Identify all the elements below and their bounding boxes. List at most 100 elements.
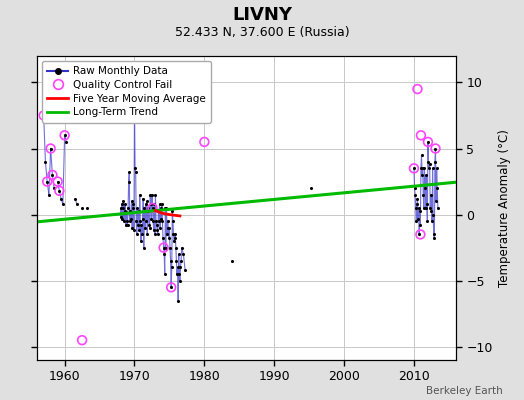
Point	[127, 198, 136, 204]
Point	[143, 198, 151, 204]
Point	[139, 196, 147, 202]
Point	[200, 139, 209, 145]
Point	[421, 205, 430, 211]
Point	[432, 165, 441, 172]
Point	[142, 218, 150, 224]
Point	[155, 218, 163, 224]
Point	[416, 222, 424, 228]
Point	[132, 169, 140, 176]
Point	[118, 215, 126, 222]
Point	[176, 264, 184, 271]
Point	[431, 145, 440, 152]
Point	[163, 218, 172, 224]
Point	[141, 225, 149, 231]
Point	[130, 99, 139, 106]
Point	[78, 205, 86, 211]
Point	[156, 225, 165, 231]
Point	[147, 201, 155, 207]
Point	[137, 238, 145, 244]
Point	[425, 161, 434, 168]
Point	[146, 225, 154, 231]
Point	[416, 231, 424, 238]
Point	[162, 244, 170, 251]
Point	[423, 218, 432, 224]
Point	[126, 208, 135, 214]
Point	[135, 227, 144, 234]
Point	[138, 231, 146, 238]
Point	[162, 205, 171, 211]
Point	[151, 231, 159, 238]
Point	[121, 201, 129, 207]
Point	[83, 205, 91, 211]
Point	[41, 158, 50, 165]
Point	[172, 244, 180, 251]
Point	[122, 222, 130, 228]
Point	[143, 231, 151, 238]
Point	[410, 165, 418, 172]
Point	[424, 158, 433, 165]
Point	[431, 145, 440, 152]
Point	[120, 218, 128, 224]
Point	[133, 205, 141, 211]
Point	[157, 215, 166, 222]
Point	[427, 192, 435, 198]
Text: Berkeley Earth: Berkeley Earth	[427, 386, 503, 396]
Point	[170, 235, 179, 242]
Point	[130, 227, 138, 234]
Point	[431, 158, 439, 165]
Point	[421, 185, 429, 191]
Point	[170, 238, 178, 244]
Point	[181, 267, 189, 273]
Point	[173, 264, 182, 271]
Point	[420, 165, 429, 172]
Point	[419, 192, 428, 198]
Point	[117, 201, 126, 207]
Point	[132, 218, 140, 224]
Point	[55, 188, 63, 194]
Point	[39, 112, 48, 119]
Point	[53, 178, 62, 185]
Point	[420, 205, 428, 211]
Point	[144, 205, 152, 211]
Point	[169, 231, 178, 238]
Point	[151, 192, 160, 198]
Point	[167, 258, 175, 264]
Point	[141, 201, 150, 207]
Point	[169, 218, 177, 224]
Point	[412, 218, 420, 224]
Point	[118, 205, 127, 211]
Point	[155, 201, 163, 207]
Point	[418, 172, 427, 178]
Point	[57, 196, 66, 202]
Point	[53, 178, 62, 185]
Point	[134, 208, 143, 214]
Point	[60, 132, 69, 138]
Point	[424, 139, 432, 145]
Text: LIVNY: LIVNY	[232, 6, 292, 24]
Point	[43, 178, 51, 185]
Point	[168, 208, 177, 214]
Point	[228, 258, 236, 264]
Point	[429, 165, 437, 172]
Point	[136, 192, 144, 198]
Point	[126, 218, 134, 224]
Point	[419, 165, 427, 172]
Point	[123, 218, 131, 224]
Legend: Raw Monthly Data, Quality Control Fail, Five Year Moving Average, Long-Term Tren: Raw Monthly Data, Quality Control Fail, …	[42, 61, 211, 122]
Point	[45, 192, 53, 198]
Point	[48, 172, 57, 178]
Point	[134, 222, 142, 228]
Point	[139, 244, 148, 251]
Point	[160, 251, 168, 258]
Point	[116, 205, 125, 211]
Y-axis label: Temperature Anomaly (°C): Temperature Anomaly (°C)	[498, 129, 511, 287]
Point	[165, 225, 173, 231]
Point	[417, 132, 425, 138]
Point	[131, 165, 139, 172]
Point	[172, 258, 181, 264]
Point	[161, 205, 170, 211]
Point	[159, 235, 167, 242]
Point	[39, 112, 48, 119]
Point	[59, 201, 67, 207]
Point	[417, 165, 425, 172]
